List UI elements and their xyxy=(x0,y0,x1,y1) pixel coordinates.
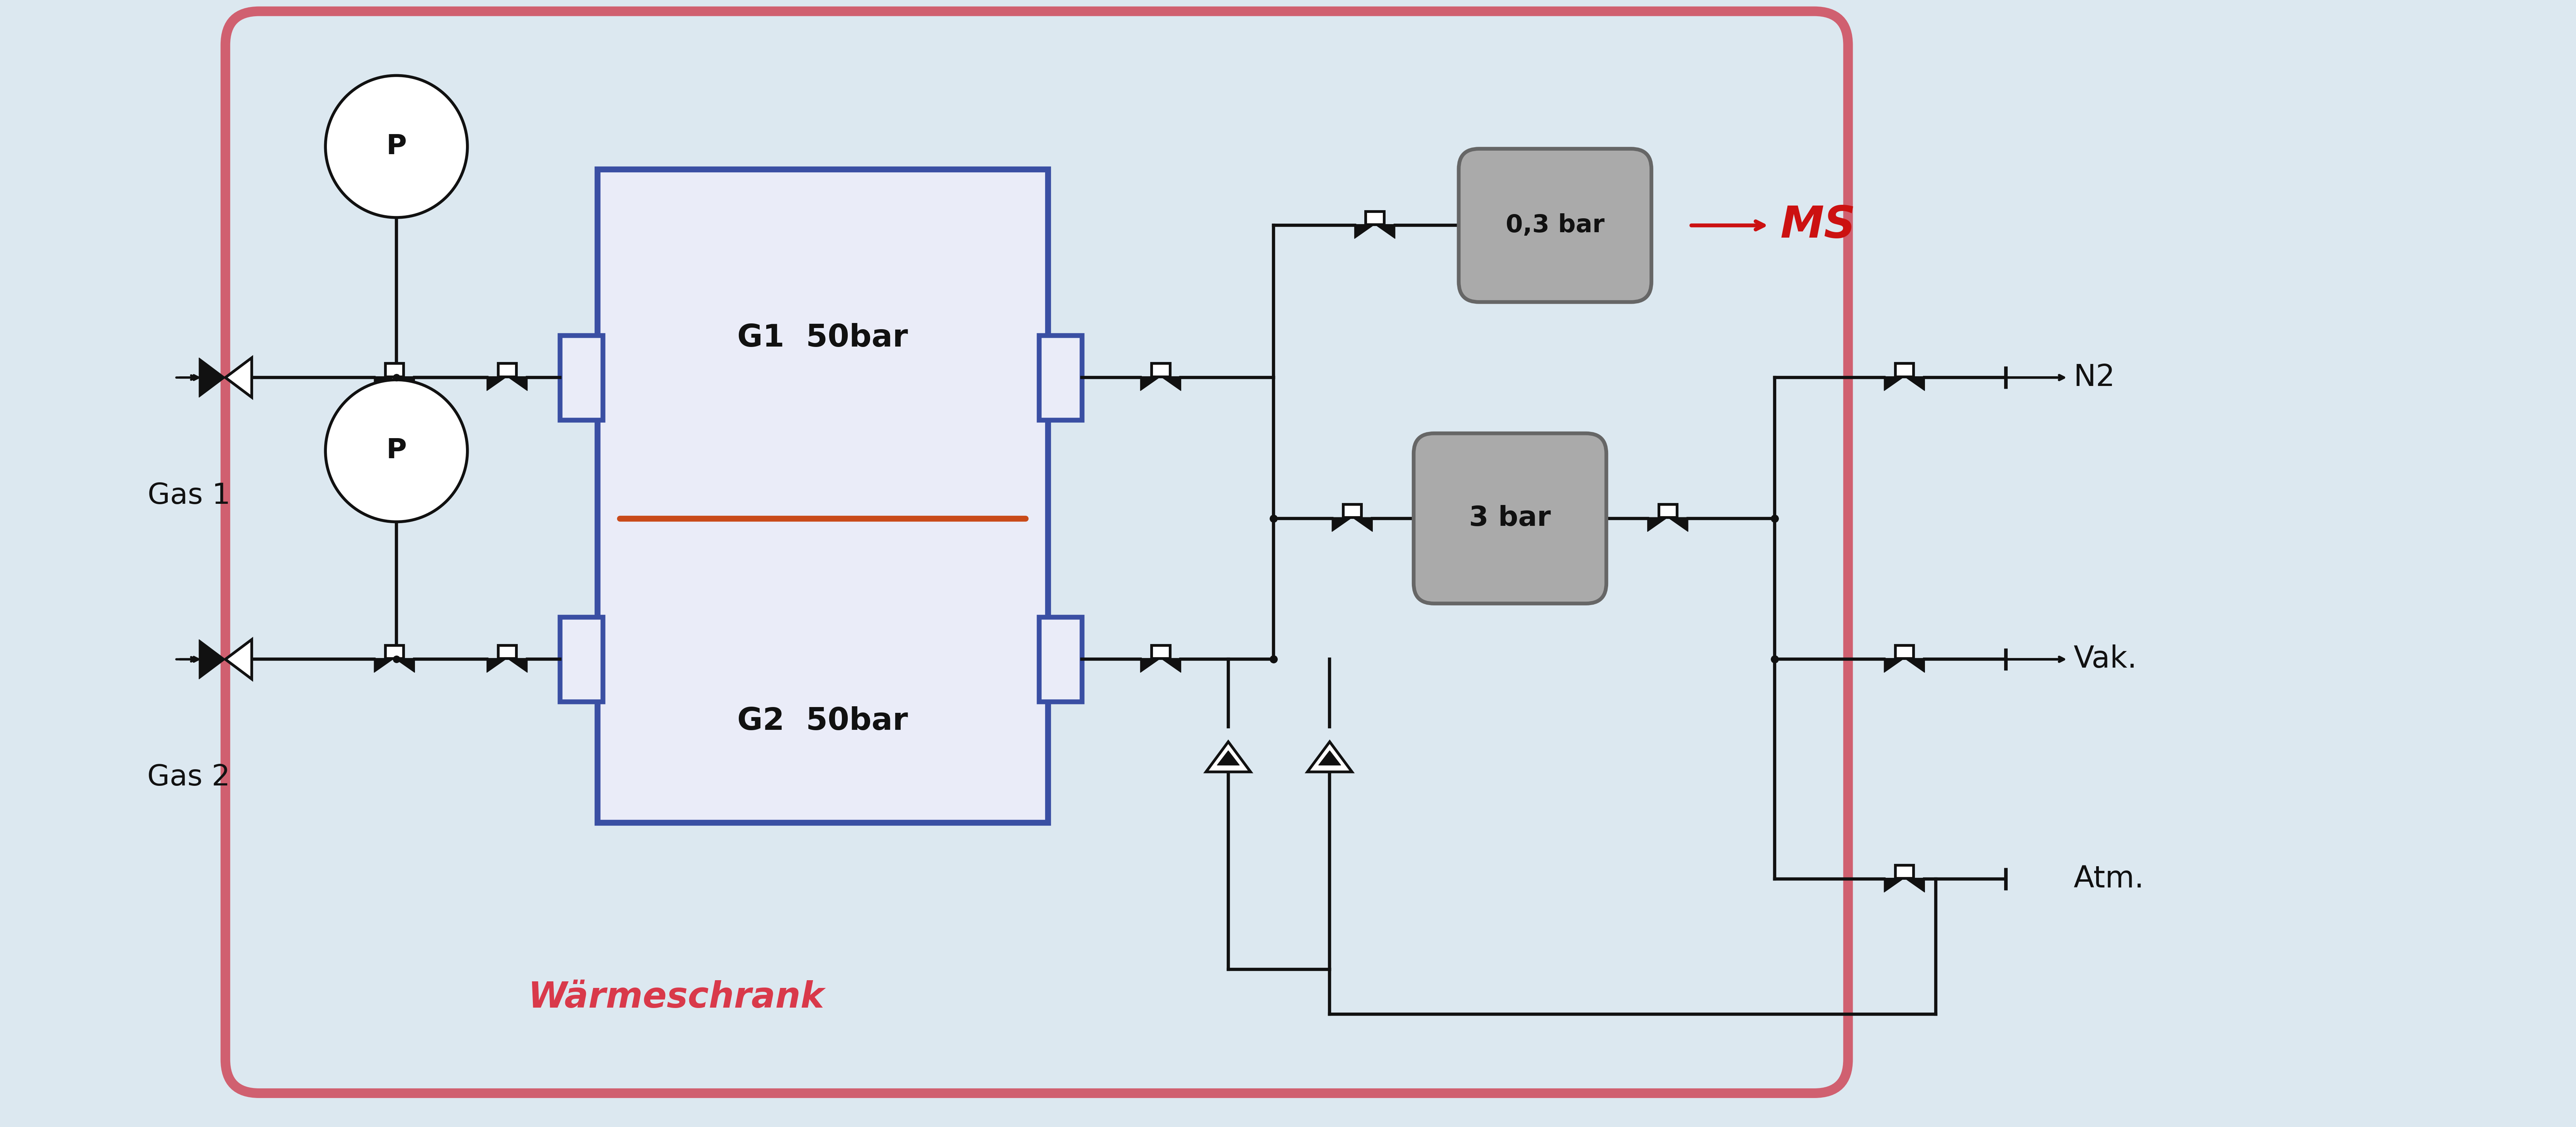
Polygon shape xyxy=(507,658,528,673)
Circle shape xyxy=(325,76,466,218)
Bar xyxy=(1151,645,1170,658)
Polygon shape xyxy=(1883,878,1904,893)
Text: Atm.: Atm. xyxy=(2074,864,2143,894)
Polygon shape xyxy=(1904,658,1924,673)
Bar xyxy=(1896,864,1914,878)
Bar xyxy=(1151,363,1170,376)
Polygon shape xyxy=(1667,517,1687,532)
Polygon shape xyxy=(1141,376,1162,391)
FancyBboxPatch shape xyxy=(1458,149,1651,302)
Text: MS: MS xyxy=(1780,204,1855,247)
Polygon shape xyxy=(224,357,252,398)
Bar xyxy=(1896,645,1914,658)
FancyBboxPatch shape xyxy=(1414,433,1607,604)
Bar xyxy=(386,363,404,376)
Polygon shape xyxy=(487,658,507,673)
Polygon shape xyxy=(374,658,394,673)
Polygon shape xyxy=(1309,742,1352,772)
FancyBboxPatch shape xyxy=(559,616,603,701)
Text: G2  50bar: G2 50bar xyxy=(737,707,907,736)
Polygon shape xyxy=(224,639,252,680)
Text: N2: N2 xyxy=(2074,363,2115,392)
Text: Gas 1: Gas 1 xyxy=(147,481,229,511)
Text: G1  50bar: G1 50bar xyxy=(737,323,907,353)
Polygon shape xyxy=(394,658,415,673)
Polygon shape xyxy=(1355,224,1376,239)
FancyBboxPatch shape xyxy=(598,169,1048,823)
Polygon shape xyxy=(487,376,507,391)
FancyBboxPatch shape xyxy=(559,335,603,419)
Polygon shape xyxy=(507,376,528,391)
Text: Vak.: Vak. xyxy=(2074,645,2138,674)
Text: 0,3 bar: 0,3 bar xyxy=(1504,213,1605,238)
Polygon shape xyxy=(1162,658,1180,673)
Polygon shape xyxy=(394,376,415,391)
Polygon shape xyxy=(1649,517,1667,532)
Bar xyxy=(1342,504,1360,517)
Polygon shape xyxy=(1904,376,1924,391)
Bar xyxy=(497,645,515,658)
FancyBboxPatch shape xyxy=(224,11,1847,1093)
Polygon shape xyxy=(1883,376,1904,391)
Circle shape xyxy=(325,380,466,522)
Bar xyxy=(497,363,515,376)
Polygon shape xyxy=(1352,517,1373,532)
Polygon shape xyxy=(1141,658,1162,673)
Bar xyxy=(1896,363,1914,376)
Polygon shape xyxy=(374,376,394,391)
Polygon shape xyxy=(1883,658,1904,673)
Polygon shape xyxy=(198,639,224,680)
Polygon shape xyxy=(198,357,224,398)
Text: 3 bar: 3 bar xyxy=(1468,505,1551,532)
Bar xyxy=(1659,504,1677,517)
Polygon shape xyxy=(1206,742,1249,772)
Polygon shape xyxy=(1216,751,1239,765)
Text: Gas 2: Gas 2 xyxy=(147,763,229,792)
Bar xyxy=(386,645,404,658)
Bar xyxy=(1365,211,1383,224)
Polygon shape xyxy=(1319,751,1342,765)
Polygon shape xyxy=(1332,517,1352,532)
Polygon shape xyxy=(1376,224,1396,239)
Text: P: P xyxy=(386,133,407,160)
FancyBboxPatch shape xyxy=(1038,335,1082,419)
Polygon shape xyxy=(1904,878,1924,893)
FancyBboxPatch shape xyxy=(1038,616,1082,701)
Text: Wärmeschrank: Wärmeschrank xyxy=(528,980,824,1014)
Polygon shape xyxy=(1162,376,1180,391)
Text: P: P xyxy=(386,437,407,464)
